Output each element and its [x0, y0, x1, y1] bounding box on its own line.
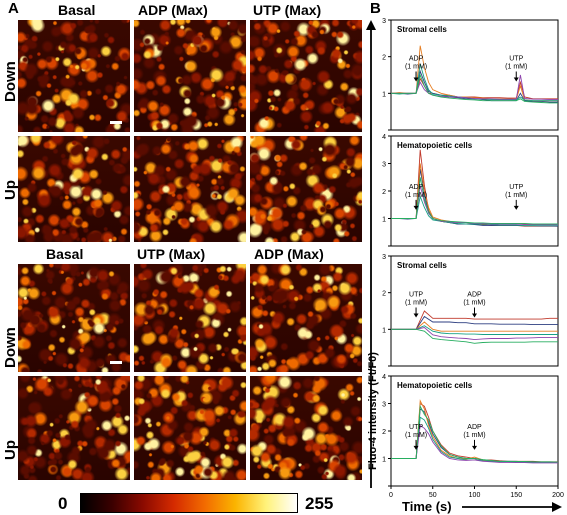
stimulus-label: ADP [467, 424, 482, 431]
stimulus-dose: (1 mM) [463, 432, 485, 439]
stimulus-dose: (1 mM) [505, 64, 527, 71]
scale-bar [110, 361, 122, 364]
x-tick-label: 200 [552, 492, 564, 499]
trace-3-3 [391, 416, 559, 464]
stimulus-label: UTP [509, 56, 523, 63]
top-col-label-adp: ADP (Max) [138, 2, 208, 18]
trace-3-4 [391, 424, 558, 464]
bottom-col-label-basal: Basal [46, 246, 84, 262]
trace-2-2 [391, 321, 558, 332]
stimulus-arrow-head [413, 205, 419, 210]
y-tick-label: 4 [382, 374, 386, 381]
micrograph-bottom-up-utp [134, 376, 246, 480]
stimulus-arrow-head [413, 445, 419, 450]
subplot-title-0: Stromal cells [397, 25, 447, 34]
micrograph-bottom-down-utp [134, 264, 246, 372]
y-tick-label: 1 [382, 327, 386, 334]
micrograph-top-down-basal [18, 20, 130, 132]
y-tick-label: 2 [382, 429, 386, 436]
trace-2-1 [391, 315, 558, 330]
x-tick-label: 150 [510, 492, 522, 499]
micrograph-top-up-adp [134, 136, 246, 242]
colorbar-min-label: 0 [58, 494, 68, 513]
stimulus-arrow-head [472, 313, 477, 318]
micrograph-bottom-down-basal [18, 264, 130, 372]
y-tick-label: 3 [382, 162, 386, 169]
y-axis-label-text: Fluo-4 intensity (Ft/F0) [367, 352, 379, 470]
subplot-title-1: Hematopoietic cells [397, 141, 473, 150]
trace-2-0 [391, 310, 558, 330]
scale-bar [110, 121, 122, 124]
stimulus-arrow-head [513, 77, 519, 82]
micrograph-bottom-down-adp [250, 264, 362, 372]
y-tick-label: 4 [382, 134, 386, 141]
y-tick-label: 3 [382, 254, 386, 261]
y-tick-label: 3 [382, 402, 386, 409]
y-tick-label: 1 [382, 457, 386, 464]
trace-1-3 [391, 194, 558, 227]
stimulus-dose: (1 mM) [405, 432, 427, 439]
trace-0-5 [391, 73, 558, 104]
trace-2-4 [391, 327, 558, 341]
stimulus-dose: (1 mM) [463, 300, 485, 307]
bottom-col-label-utp: UTP (Max) [137, 246, 206, 262]
panel-b-letter: B [370, 0, 381, 17]
stimulus-label: ADP [409, 184, 424, 191]
colorbar-max-label: 255 [305, 494, 334, 513]
colorbar [80, 493, 298, 513]
y-axis-label: Fluo-4 intensity (Ft/F0) [367, 352, 379, 470]
micrograph-top-up-utp [250, 136, 362, 242]
y-tick-label: 2 [382, 291, 386, 298]
stimulus-dose: (1 mM) [505, 192, 527, 199]
stimulus-dose: (1 mM) [405, 300, 427, 307]
x-tick-label: 100 [469, 492, 481, 499]
subplot-title-3: Hematopoietic cells [397, 381, 473, 390]
bottom-col-label-adp: ADP (Max) [254, 246, 324, 262]
stimulus-label: UTP [409, 292, 423, 299]
x-tick-label: 0 [389, 492, 393, 499]
micrograph-bottom-up-adp [250, 376, 362, 480]
y-axis-arrow-head [366, 20, 376, 30]
trace-2-5 [391, 328, 558, 344]
stimulus-arrow-head [413, 77, 419, 82]
stimulus-dose: (1 mM) [405, 64, 427, 71]
y-tick-label: 3 [382, 18, 386, 25]
stimulus-label: UTP [409, 424, 423, 431]
top-col-label-basal: Basal [58, 2, 96, 18]
stimulus-arrow-head [472, 445, 477, 450]
stimulus-label: UTP [509, 184, 523, 191]
x-axis-arrow-head [552, 502, 562, 512]
trace-1-5 [391, 177, 558, 225]
stimulus-arrow-head [513, 205, 519, 210]
y-tick-label: 2 [382, 55, 386, 62]
stimulus-arrow-head [413, 313, 419, 318]
trace-0-1 [391, 69, 558, 103]
top-col-label-utp: UTP (Max) [253, 2, 322, 18]
y-tick-label: 1 [382, 217, 386, 224]
y-tick-label: 2 [382, 189, 386, 196]
y-tick-label: 1 [382, 91, 386, 98]
stimulus-label: ADP [467, 292, 482, 299]
x-tick-label: 50 [429, 492, 437, 499]
subplot-title-2: Stromal cells [397, 261, 447, 270]
trace-0-4 [391, 74, 558, 101]
micrograph-top-up-basal [18, 136, 130, 242]
stimulus-label: ADP [409, 56, 424, 63]
panel-a-letter: A [8, 0, 19, 17]
micrograph-bottom-up-basal [18, 376, 130, 480]
micrograph-top-down-utp [250, 20, 362, 132]
micrograph-top-down-adp [134, 20, 246, 132]
trace-2-3 [391, 325, 558, 335]
trace-3-5 [391, 404, 559, 463]
stimulus-dose: (1 mM) [405, 192, 427, 199]
x-axis-label: Time (s) [402, 499, 452, 514]
